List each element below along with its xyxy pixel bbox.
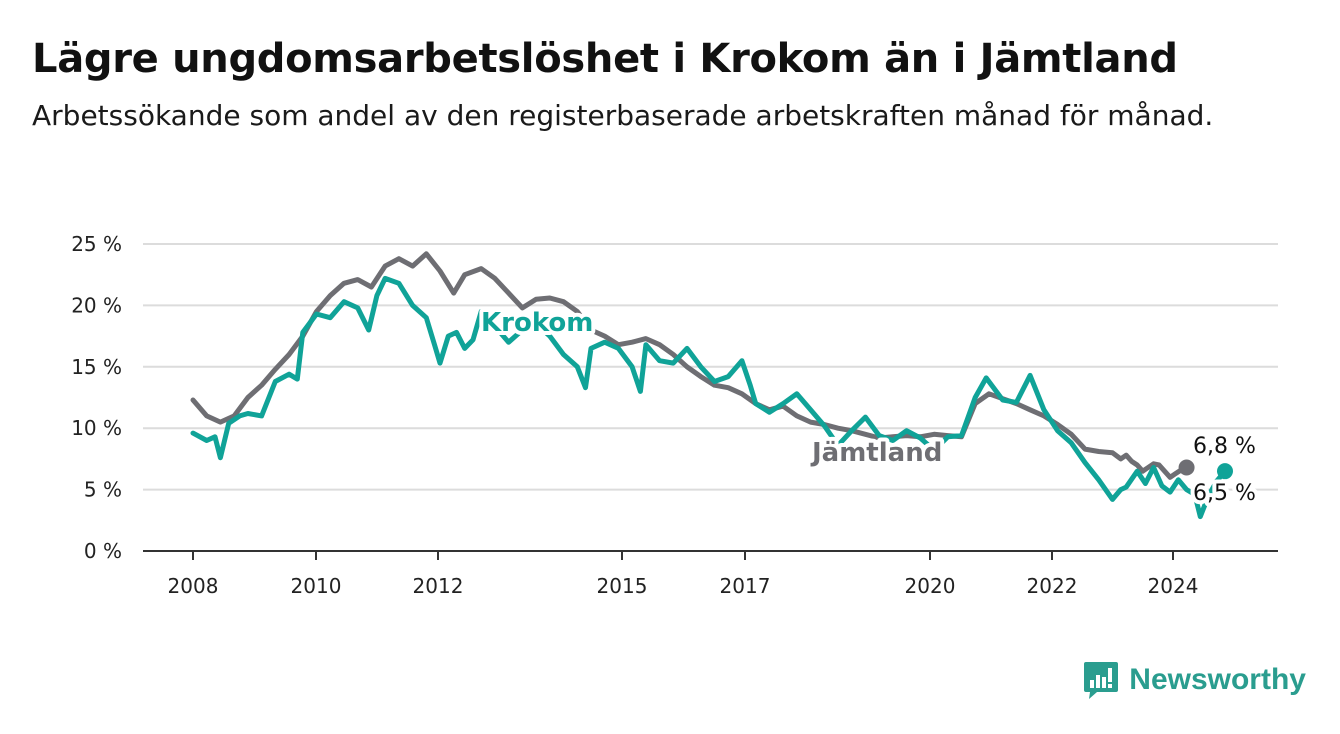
- end-label-krokom-text: 6,5 %: [1193, 481, 1256, 506]
- series-label-jamtland-halo: Jämtland: [810, 438, 942, 468]
- y-tick-label: 15 %: [71, 355, 122, 379]
- x-tick-label: 2010: [291, 574, 342, 598]
- x-axis-ticks: 2008 2010 2012 2015 2017 2020 2022 2024: [168, 551, 1199, 598]
- x-tick-label: 2020: [905, 574, 956, 598]
- series-line-jamtland: [190, 251, 1190, 480]
- x-tick-label: 2017: [720, 574, 771, 598]
- x-tick-label: 2008: [168, 574, 219, 598]
- series-line-krokom: [190, 275, 1228, 520]
- y-tick-label: 20 %: [71, 293, 122, 317]
- end-marker-krokom: [1217, 463, 1233, 480]
- y-tick-label: 25 %: [71, 232, 122, 256]
- x-tick-label: 2015: [597, 574, 648, 598]
- end-label-jamtland: 6,8 %6,8 %: [1189, 430, 1260, 463]
- end-label-jamtland-text: 6,8 %: [1193, 434, 1256, 459]
- brand-name: Newsworthy: [1129, 663, 1306, 696]
- brand-logo: Newsworthy: [1083, 660, 1306, 700]
- series-label-jamtland-text: Jämtland: [810, 438, 942, 468]
- series-lines: [190, 251, 1233, 520]
- x-tick-label: 2024: [1148, 574, 1199, 598]
- grid-lines: [143, 243, 1278, 552]
- end-label-krokom: 6,5 %6,5 %: [1189, 477, 1260, 510]
- y-tick-label: 5 %: [84, 478, 122, 502]
- end-label-krokom-halo: 6,5 %: [1193, 481, 1256, 506]
- chart-title: Lägre ungdomsarbetslöshet i Krokom än i …: [32, 36, 1178, 82]
- series-label-krokom-text: Krokom: [481, 308, 593, 338]
- series-label-krokom-halo: Krokom: [481, 308, 593, 338]
- y-tick-label: 0 %: [84, 539, 122, 563]
- bar-chart-logo-icon: [1084, 662, 1119, 699]
- end-label-jamtland-halo: 6,8 %: [1193, 434, 1256, 459]
- x-tick-label: 2022: [1027, 574, 1078, 598]
- x-tick-label: 2012: [413, 574, 464, 598]
- chart-subtitle: Arbetssökande som andel av den registerb…: [32, 99, 1214, 132]
- end-marker-jamtland: [1178, 459, 1195, 476]
- y-axis-ticks: 0 % 5 % 10 % 15 % 20 % 25 %: [71, 232, 122, 563]
- y-tick-label: 10 %: [71, 416, 122, 440]
